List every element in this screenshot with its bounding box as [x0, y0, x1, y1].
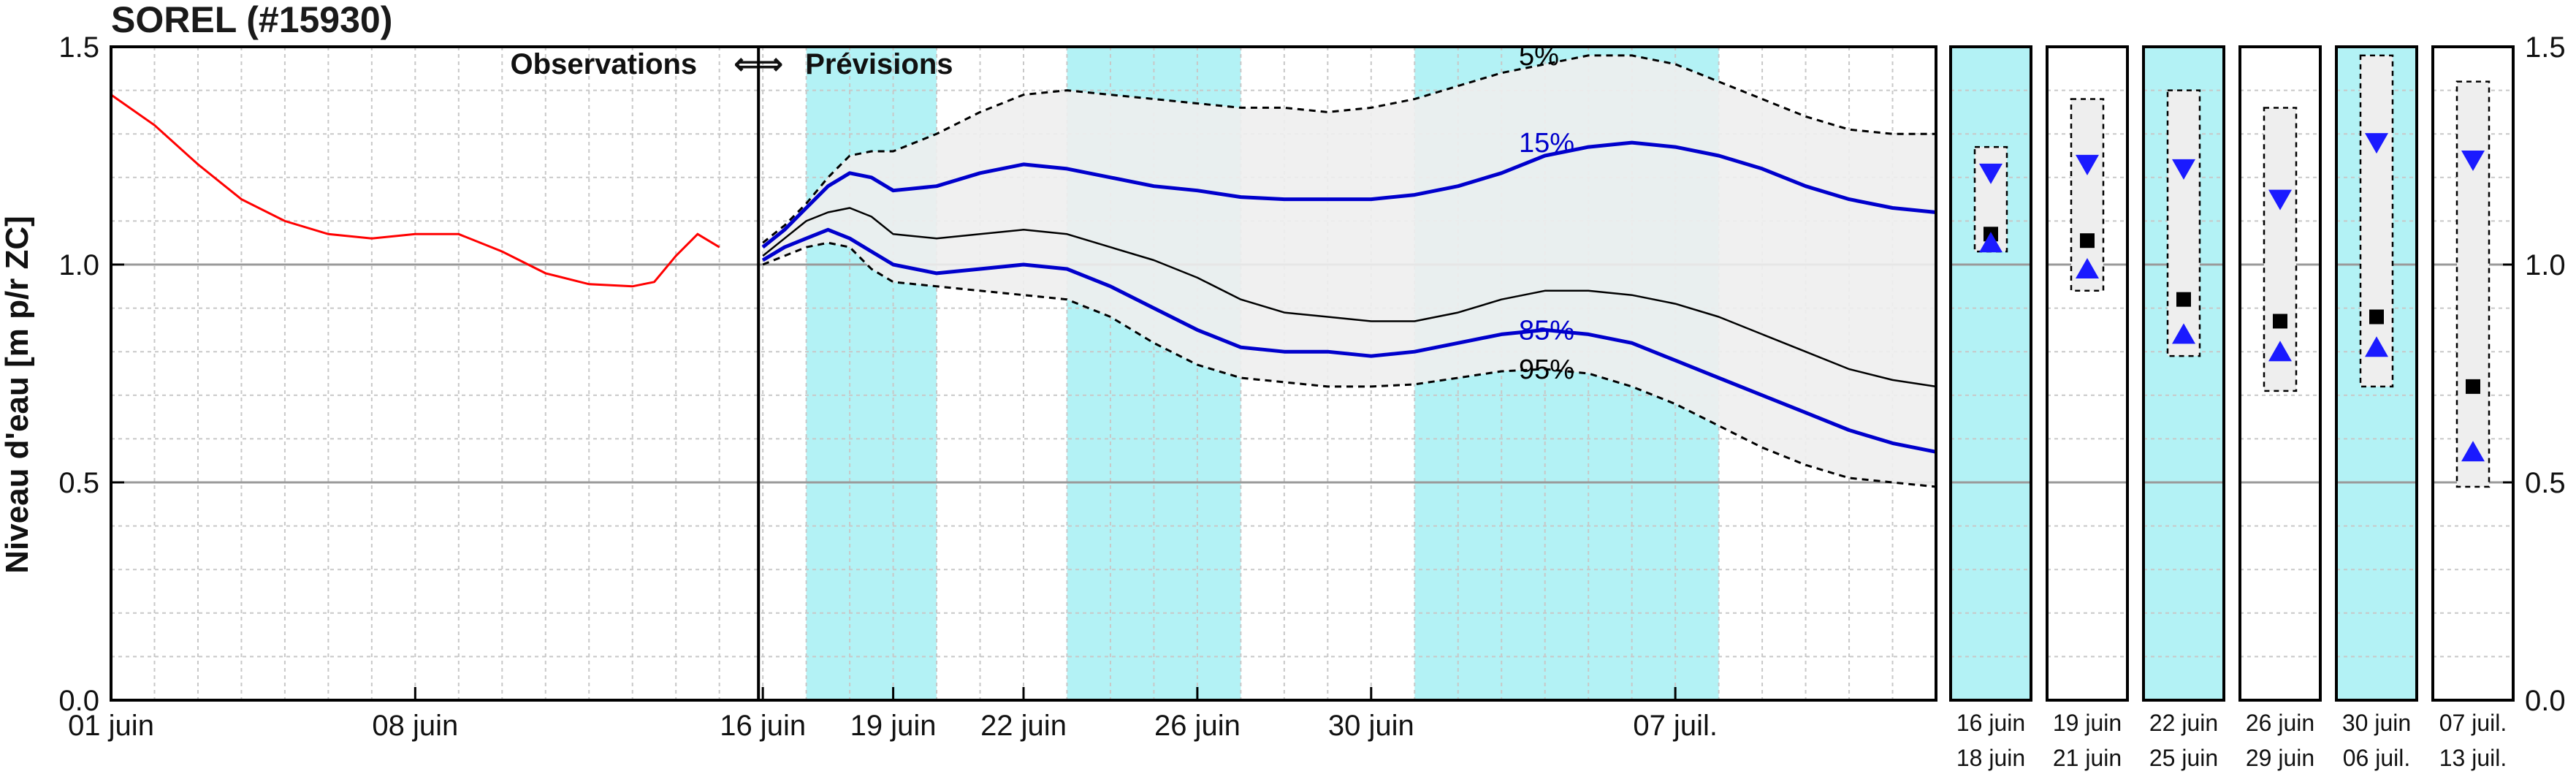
panel-frame	[1949, 45, 2032, 702]
triangle-down-marker	[1979, 163, 2003, 184]
square-marker	[2080, 233, 2095, 248]
observed-line	[110, 94, 720, 288]
panel-label-bottom: 21 juin	[2053, 745, 2122, 771]
right-y-tick-label: 0.0	[2525, 685, 2566, 717]
x-tick-label: 08 juin	[372, 710, 458, 742]
triangle-down-marker	[2076, 154, 2099, 175]
triangle-up-marker	[2172, 323, 2195, 344]
panel-frame	[2046, 45, 2129, 702]
panel-label-bottom: 25 juin	[2149, 745, 2218, 771]
x-tick-label: 01 juin	[68, 710, 154, 742]
summary-panel-3: 22 juin 25 juin	[2142, 45, 2225, 771]
panel-range-box	[2359, 54, 2394, 388]
summary-panel-6: 07 juil. 13 juil.	[2431, 45, 2515, 771]
section-arrows: ⇐⇒	[734, 48, 783, 80]
square-marker	[2369, 309, 2384, 325]
triangle-up-marker	[2268, 341, 2292, 362]
summary-panel-4: 26 juin 29 juin	[2238, 45, 2322, 771]
x-tick-label: 19 juin	[850, 710, 937, 742]
x-tick-label: 30 juin	[1328, 710, 1414, 742]
x-tick-label: 07 juil.	[1633, 710, 1718, 742]
panel-label-bottom: 13 juil.	[2439, 745, 2507, 771]
y-tick-label: 1.5	[58, 31, 99, 64]
panel-label-bottom: 18 juin	[1956, 745, 2025, 771]
series-line-85pct	[761, 227, 1937, 454]
previsions-label: Prévisions	[805, 48, 953, 80]
percentile-label: 95%	[1519, 354, 1574, 385]
panel-frame	[2238, 45, 2322, 702]
triangle-down-marker	[2365, 133, 2388, 154]
panel-frame	[2335, 45, 2418, 702]
right-y-tick-label: 0.5	[2525, 467, 2566, 499]
panel-label-top: 22 juin	[2149, 710, 2218, 736]
panel-label-bottom: 06 juil.	[2343, 745, 2411, 771]
x-tick-label: 16 juin	[720, 710, 806, 742]
x-tick-label: 22 juin	[980, 710, 1067, 742]
summary-panels: 16 juin 18 juin 19 juin 21 juin 22 juin 25 ju…	[1949, 45, 2515, 771]
triangle-down-marker	[2268, 189, 2292, 210]
main-plot: 5%15%85%95%Observations ⇐⇒ Prévisions0.00.…	[58, 31, 1937, 742]
triangle-up-marker	[2365, 336, 2388, 357]
series-line-median	[762, 207, 1937, 388]
square-marker	[2176, 292, 2191, 307]
panel-label-top: 16 juin	[1956, 710, 2025, 736]
summary-panel-1: 16 juin 18 juin	[1949, 45, 2032, 771]
series-line-95pct	[762, 241, 1937, 488]
right-y-axis: 0.0 0.5 1.0 1.5	[2503, 31, 2566, 717]
y-axis-label: Niveau d'eau [m p/r ZC]	[0, 216, 35, 574]
square-marker	[2273, 314, 2287, 329]
panel-label-top: 19 juin	[2053, 710, 2122, 736]
triangle-down-marker	[2461, 150, 2485, 171]
right-y-tick-label: 1.0	[2525, 249, 2566, 281]
triangle-up-marker	[2076, 257, 2099, 278]
summary-panel-5: 30 juin 06 juil.	[2335, 45, 2418, 771]
x-tick-label: 26 juin	[1154, 710, 1241, 742]
panel-frame	[2142, 45, 2225, 702]
series-line-15pct	[761, 140, 1937, 249]
panel-label-top: 30 juin	[2342, 710, 2411, 736]
panel-range-box	[2455, 80, 2491, 488]
panel-label-top: 07 juil.	[2439, 710, 2507, 736]
panel-range-box	[2166, 89, 2201, 357]
observations-label: Observations	[511, 48, 698, 80]
series-line-5pct	[762, 54, 1936, 244]
summary-panel-2: 19 juin 21 juin	[2046, 45, 2129, 771]
forecast-envelope	[763, 55, 1936, 487]
panel-frame	[2431, 45, 2515, 702]
percentile-label: 15%	[1519, 128, 1574, 159]
triangle-up-marker	[2461, 441, 2485, 462]
square-marker	[2466, 379, 2480, 394]
y-tick-label: 0.5	[58, 467, 99, 499]
y-tick-label: 0.0	[58, 685, 99, 717]
panel-label-bottom: 29 juin	[2246, 745, 2314, 771]
triangle-up-marker	[1979, 232, 2003, 253]
panel-label-top: 26 juin	[2246, 710, 2314, 736]
panel-background	[1951, 47, 2031, 700]
chart-title: SOREL (#15930)	[111, 0, 392, 40]
percentile-label: 85%	[1519, 315, 1574, 346]
triangle-down-marker	[2172, 159, 2195, 180]
right-y-tick-label: 1.5	[2525, 31, 2566, 64]
y-tick-label: 1.0	[58, 249, 99, 281]
